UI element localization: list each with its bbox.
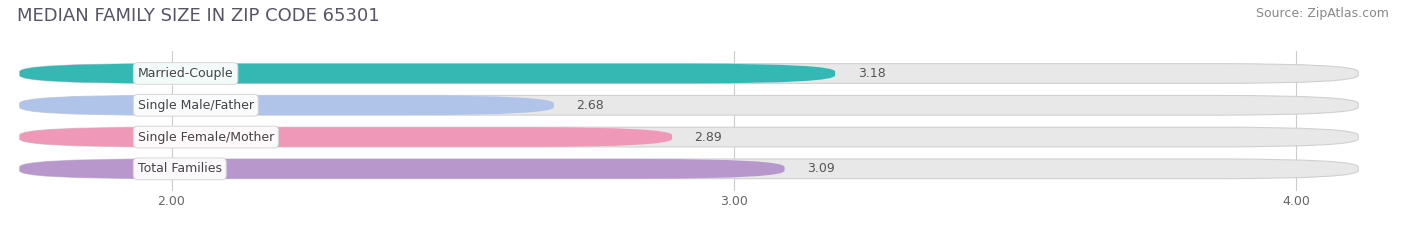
FancyBboxPatch shape	[20, 127, 672, 147]
Text: 2.68: 2.68	[576, 99, 605, 112]
FancyBboxPatch shape	[20, 96, 1358, 115]
Text: Single Male/Father: Single Male/Father	[138, 99, 254, 112]
FancyBboxPatch shape	[20, 159, 1358, 179]
Text: 3.18: 3.18	[858, 67, 886, 80]
FancyBboxPatch shape	[20, 96, 554, 115]
Text: Married-Couple: Married-Couple	[138, 67, 233, 80]
Text: Total Families: Total Families	[138, 162, 222, 175]
Text: 3.09: 3.09	[807, 162, 835, 175]
FancyBboxPatch shape	[20, 159, 785, 179]
Text: MEDIAN FAMILY SIZE IN ZIP CODE 65301: MEDIAN FAMILY SIZE IN ZIP CODE 65301	[17, 7, 380, 25]
Text: Single Female/Mother: Single Female/Mother	[138, 130, 274, 144]
FancyBboxPatch shape	[20, 64, 1358, 83]
FancyBboxPatch shape	[20, 64, 835, 83]
FancyBboxPatch shape	[20, 127, 1358, 147]
Text: 2.89: 2.89	[695, 130, 723, 144]
Text: Source: ZipAtlas.com: Source: ZipAtlas.com	[1256, 7, 1389, 20]
